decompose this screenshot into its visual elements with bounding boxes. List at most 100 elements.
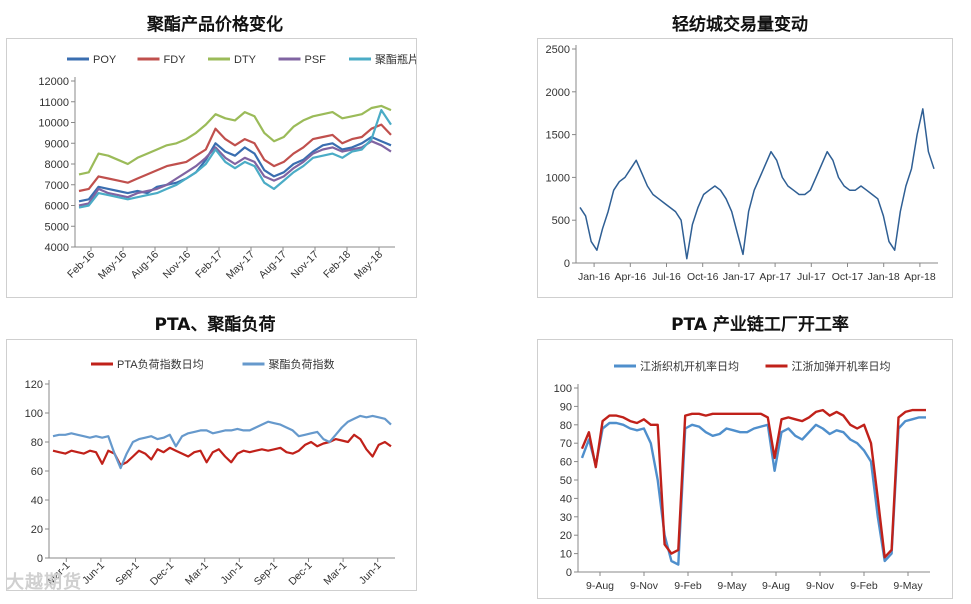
legend-label: FDY <box>164 54 187 66</box>
series-line-1 <box>580 416 926 566</box>
x-tick-label: Jan-18 <box>868 271 900 283</box>
x-tick-label: Sep-1 <box>113 560 141 588</box>
y-tick-label: 5000 <box>45 221 69 233</box>
y-tick-label: 20 <box>31 524 43 536</box>
chart-panel-textile-volume: 0 500 1000 1500 2000 2500 Jan-16 Apr-16 Jul-16 Oc… <box>537 38 953 298</box>
legend-label: 聚酯瓶片 <box>375 52 416 66</box>
y-tick-label: 500 <box>552 215 570 227</box>
x-tick-label: 9-Nov <box>630 580 659 592</box>
y-tick-label: 90 <box>560 401 572 413</box>
x-tick-label: 9-Nov <box>806 580 835 592</box>
y-tick-label: 0 <box>566 567 572 579</box>
x-tick-label: Feb-16 <box>65 249 97 281</box>
series-line-5 <box>78 108 392 209</box>
legend-label: 聚酯负荷指数 <box>269 357 335 371</box>
x-tick-label: Apr-17 <box>759 271 791 283</box>
x-tick-label: Aug-17 <box>257 249 290 282</box>
y-tick-label: 6000 <box>45 201 69 213</box>
x-tick-label: Aug-16 <box>129 249 162 282</box>
chart-title-4: PTA 产业链工厂开工率 <box>671 315 849 335</box>
y-tick-label: 10000 <box>38 118 69 130</box>
series-line-2 <box>78 123 392 193</box>
x-tick-label: Jul-16 <box>652 271 681 283</box>
chart-svg-polyester-prices: 4000 5000 6000 7000 8000 9000 10000 11000 12000 F… <box>38 52 419 282</box>
x-tick-label: Feb-18 <box>321 249 353 281</box>
y-tick-label: 4000 <box>45 242 69 254</box>
y-tick-label: 70 <box>560 438 572 450</box>
x-tick-label: Feb-17 <box>193 249 225 281</box>
x-tick-label: Dec-1 <box>148 560 176 588</box>
series-line-2 <box>52 414 392 470</box>
y-tick-label: 80 <box>31 437 43 449</box>
x-tick-label: 9-Feb <box>674 580 702 592</box>
y-tick-label: 40 <box>31 495 43 507</box>
series-line-4 <box>78 140 392 207</box>
y-tick-label: 8000 <box>45 159 69 171</box>
y-tick-label: 12000 <box>38 76 69 88</box>
y-tick-label: 120 <box>25 379 43 391</box>
y-tick-label: 100 <box>25 408 43 420</box>
chart-title-1: 聚酯产品价格变化 <box>147 15 283 35</box>
y-tick-label: 80 <box>560 420 572 432</box>
chart-title-3: PTA、聚酯负荷 <box>154 315 276 335</box>
y-tick-label: 2500 <box>546 44 570 56</box>
x-tick-label: Jan-17 <box>723 271 755 283</box>
legend-label: 江浙加弹开机率日均 <box>792 359 891 373</box>
legend-label: POY <box>93 54 117 66</box>
y-tick-label: 2000 <box>546 87 570 99</box>
y-tick-label: 7000 <box>45 180 69 192</box>
y-tick-label: 60 <box>560 457 572 469</box>
x-tick-label: 9-Feb <box>850 580 878 592</box>
chart-title-2: 轻纺城交易量变动 <box>672 15 808 35</box>
x-tick-label: Dec-1 <box>286 560 314 588</box>
legend-label: PTA负荷指数日均 <box>117 357 204 371</box>
y-tick-label: 60 <box>31 466 43 478</box>
series-line-1 <box>579 108 935 260</box>
x-tick-label: Apr-18 <box>904 271 936 283</box>
x-tick-label: Mar-1 <box>183 560 211 588</box>
x-tick-label: May-17 <box>224 249 257 282</box>
x-tick-label: Oct-16 <box>687 271 719 283</box>
watermark-logo: 大越期货 <box>6 572 82 593</box>
y-tick-label: 20 <box>560 530 572 542</box>
x-tick-label: Jul-17 <box>797 271 826 283</box>
x-tick-label: May-16 <box>96 249 129 282</box>
series-line-2 <box>580 408 926 559</box>
chart-panel-polyester-prices: 4000 5000 6000 7000 8000 9000 10000 11000 12000 F… <box>6 38 419 298</box>
x-tick-label: Oct-17 <box>832 271 864 283</box>
y-tick-label: 9000 <box>45 138 69 150</box>
x-tick-label: Apr-16 <box>615 271 647 283</box>
y-tick-label: 1500 <box>546 130 570 142</box>
y-tick-label: 0 <box>37 553 43 565</box>
x-tick-label: Nov-17 <box>289 249 322 282</box>
legend-label: DTY <box>234 54 257 66</box>
y-tick-label: 30 <box>560 512 572 524</box>
x-tick-label: Sep-1 <box>252 560 280 588</box>
y-tick-label: 11000 <box>39 97 69 109</box>
chart-panel-operating-rate: 0 10 20 30 40 50 60 70 80 90 100 9-Aug 9-Nov 9-Feb 9-M… <box>537 339 953 599</box>
series-line-1 <box>78 135 392 203</box>
series-line-3 <box>78 104 392 176</box>
x-tick-label: Jun-1 <box>80 560 107 587</box>
legend-label: PSF <box>305 54 327 66</box>
x-tick-label: 9-Aug <box>762 580 790 592</box>
x-tick-label: Mar-1 <box>321 560 349 588</box>
y-tick-label: 40 <box>560 493 572 505</box>
chart-svg-operating-rate: 0 10 20 30 40 50 60 70 80 90 100 9-Aug 9-Nov 9-Feb 9-M… <box>554 359 930 592</box>
x-tick-label: 9-Aug <box>586 580 614 592</box>
x-tick-label: 9-May <box>893 580 923 592</box>
y-tick-label: 50 <box>560 475 572 487</box>
x-tick-label: May-18 <box>352 249 385 282</box>
y-tick-label: 10 <box>560 549 572 561</box>
x-tick-label: Nov-16 <box>161 249 194 282</box>
x-tick-label: 9-May <box>717 580 747 592</box>
chart-panel-pta-load: 0 20 40 60 80 100 120 Mar-1 Jun-1 Sep-1 Dec-1 Mar-1… <box>6 339 417 591</box>
chart-svg-textile-volume: 0 500 1000 1500 2000 2500 Jan-16 Apr-16 Jul-16 Oc… <box>546 44 938 283</box>
y-tick-label: 1000 <box>546 172 570 184</box>
series-line-1 <box>52 433 392 467</box>
y-tick-label: 100 <box>554 383 572 395</box>
x-tick-label: Jun-1 <box>218 560 245 587</box>
y-tick-label: 0 <box>564 258 570 270</box>
x-tick-label: Jan-16 <box>578 271 610 283</box>
